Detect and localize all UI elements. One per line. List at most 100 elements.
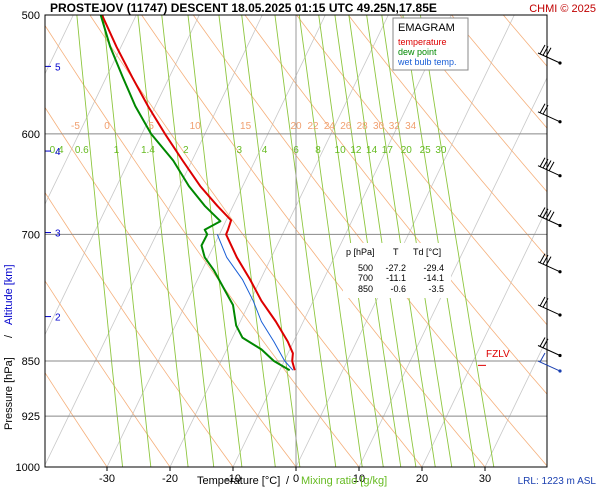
x-tick-label: -20 xyxy=(162,473,178,485)
wind-barb xyxy=(537,103,562,124)
dry-adiabat-label: -5 xyxy=(71,121,80,132)
table-row-1-p: 500 xyxy=(358,263,373,273)
legend-temperature: temperature xyxy=(398,37,447,47)
wind-barb xyxy=(537,44,562,65)
mixing-ratio-line xyxy=(218,15,276,467)
mixing-ratio-line xyxy=(102,15,152,467)
table-header-p: p [hPa] xyxy=(346,247,375,257)
values-table: p [hPa] T Td [°C] 500 -27.2 -29.4 700 -1… xyxy=(343,243,451,298)
altitude-tick-label: 3 xyxy=(55,229,61,240)
y-axis-separator: / xyxy=(3,334,15,338)
x-tick-label: -30 xyxy=(99,473,115,485)
y-axis-title: Pressure [hPa] / Altitude [km] xyxy=(3,264,15,430)
wind-barb xyxy=(537,157,562,178)
wind-barb-feather xyxy=(542,46,549,56)
x-tick-label: 20 xyxy=(416,473,428,485)
table-header-t: T xyxy=(393,247,399,257)
y-tick-label: 500 xyxy=(22,10,40,22)
wind-barb xyxy=(537,352,562,373)
profile-curves xyxy=(99,15,296,372)
y-tick-label: 700 xyxy=(22,229,40,241)
mixing-ratio-label: 10 xyxy=(335,145,347,156)
wind-barb xyxy=(537,337,562,358)
wind-barb-staff xyxy=(537,304,561,316)
wind-barb-dot xyxy=(558,174,562,178)
wind-barb-dot xyxy=(558,61,562,65)
wind-barb-feather xyxy=(542,104,549,115)
mixing-ratio-label: 0.6 xyxy=(75,145,89,156)
wind-barb-staff xyxy=(537,111,561,123)
wind-barb-feather xyxy=(539,44,546,55)
wind-barb-staff xyxy=(537,345,561,356)
mixing-ratio-line xyxy=(161,15,215,467)
dry-adiabat-label: 0 xyxy=(104,121,110,132)
wind-barb-feather xyxy=(542,254,549,265)
dry-adiabat-label: 26 xyxy=(340,121,352,132)
y-tick-label: 1000 xyxy=(16,462,40,474)
table-row-1-t: -27.2 xyxy=(385,263,406,273)
table-row-2-p: 700 xyxy=(358,273,373,283)
x-tick-label: 10 xyxy=(353,473,365,485)
isotherm-line xyxy=(596,0,600,499)
table-row-3-t: -0.6 xyxy=(390,284,406,294)
series-line-temperature xyxy=(101,15,296,371)
wind-barb-staff xyxy=(537,261,561,273)
isotherm-line xyxy=(421,207,547,467)
table-row-1-td: -29.4 xyxy=(423,263,444,273)
altitude-tick-label: 2 xyxy=(55,313,61,324)
altitude-tick-label: 5 xyxy=(55,62,61,73)
x-axis-mixing-ratio-label: Mixing ratio [g/kg] xyxy=(301,475,387,487)
mixing-ratio-label: 8 xyxy=(315,145,321,156)
wind-barb-dot xyxy=(558,120,562,124)
mixing-ratio-line xyxy=(76,15,124,467)
mixing-ratio-line xyxy=(241,15,301,467)
mixing-ratio-label: 2 xyxy=(183,145,189,156)
y-tick-label: 925 xyxy=(22,411,40,423)
wind-barb-dot xyxy=(558,369,562,373)
freezing-level-label: FZLV xyxy=(486,349,510,360)
y-tick-label: 600 xyxy=(22,129,40,141)
dry-adiabat-label: 28 xyxy=(357,121,369,132)
wind-barb-dot xyxy=(558,223,562,228)
altitude-tick-label: 4 xyxy=(55,147,61,158)
x-tick-label: 30 xyxy=(479,473,491,485)
legend-wet-bulb: wet bulb temp. xyxy=(397,57,457,67)
wind-barbs xyxy=(537,44,562,373)
wind-barb xyxy=(537,296,562,317)
mixing-ratio-label: 17 xyxy=(382,145,394,156)
dry-adiabat-line xyxy=(347,15,547,258)
lrl-label: LRL: 1223 m ASL xyxy=(518,476,597,487)
isotherm-line xyxy=(45,15,200,336)
mixing-ratio-label: 0.4 xyxy=(50,145,64,156)
mixing-ratio-line xyxy=(298,15,363,467)
dry-adiabat-label: 32 xyxy=(389,121,401,132)
mixing-ratio-label: 1.4 xyxy=(141,145,155,156)
x-tick-label: -10 xyxy=(225,473,241,485)
isotherm-line xyxy=(484,337,547,467)
dry-adiabat-line xyxy=(45,191,234,467)
table-row-2-t: -11.1 xyxy=(386,273,406,283)
x-axis-temperature-label: Temperature [°C] xyxy=(197,475,280,487)
wind-barb-feather xyxy=(548,211,555,221)
dry-adiabat-line xyxy=(0,0,1,499)
wind-barb-feather xyxy=(545,256,552,266)
wind-barb-feather xyxy=(548,161,555,172)
legend: EMAGRAM temperature dew point wet bulb t… xyxy=(392,17,469,71)
dry-adiabat-label: 24 xyxy=(324,121,336,132)
dry-adiabat-line xyxy=(141,15,486,467)
y-axis-pressure-label: Pressure [hPa] xyxy=(3,357,15,430)
wind-barb-staff xyxy=(537,52,561,64)
legend-title: EMAGRAM xyxy=(398,22,455,34)
y-axis-altitude-label: Altitude [km] xyxy=(3,264,15,325)
legend-box xyxy=(392,17,469,71)
series-line-wet-bulb-temp- xyxy=(216,234,294,371)
mixing-ratio-label: 1 xyxy=(114,145,120,156)
values-table-bg xyxy=(343,243,451,298)
table-row-3-td: -3.5 xyxy=(428,284,444,294)
mixing-ratio-label: 30 xyxy=(435,145,447,156)
wind-barb-feather xyxy=(539,103,546,114)
wind-barb-feather xyxy=(542,338,549,349)
table-row-2-td: -14.1 xyxy=(423,273,444,283)
wind-barb-feather xyxy=(545,160,552,170)
